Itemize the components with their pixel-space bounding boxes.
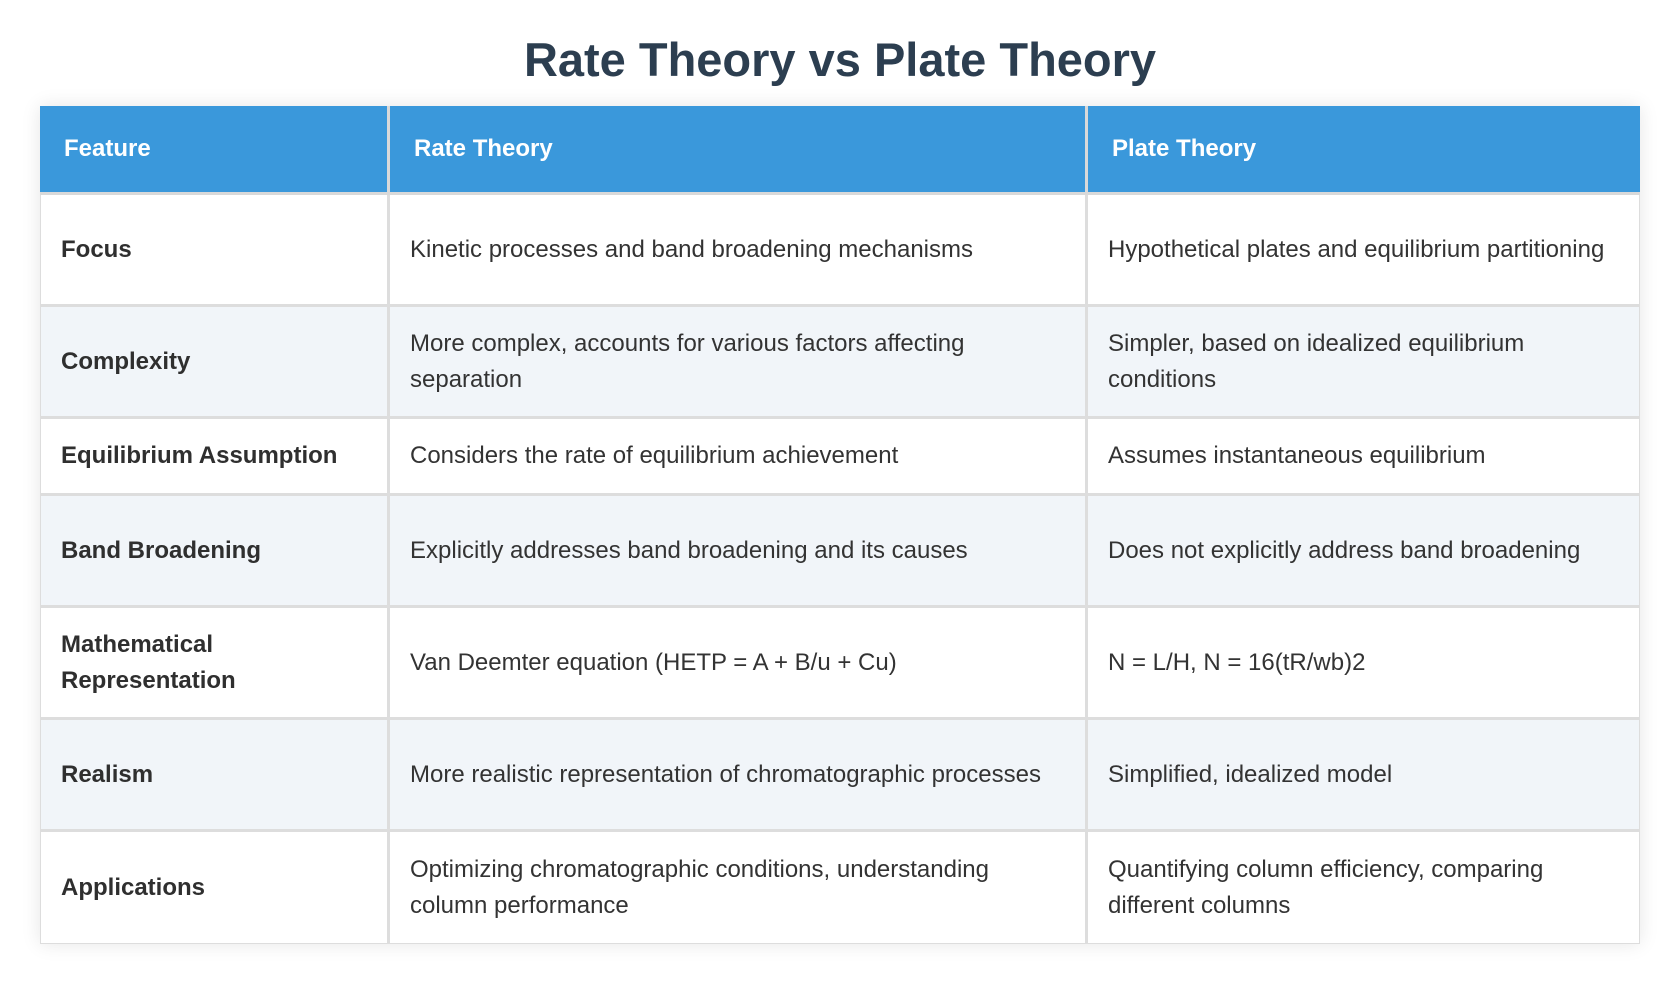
- column-header-feature: Feature: [40, 106, 390, 195]
- table-row: Applications Optimizing chromatographic …: [40, 832, 1640, 944]
- feature-cell: Complexity: [40, 307, 390, 419]
- column-header-rate-theory: Rate Theory: [390, 106, 1088, 195]
- rate-theory-cell: Optimizing chromatographic conditions, u…: [390, 832, 1088, 944]
- comparison-table-container: Feature Rate Theory Plate Theory Focus K…: [40, 106, 1640, 944]
- plate-theory-cell: Hypothetical plates and equilibrium part…: [1088, 195, 1640, 307]
- rate-theory-cell: Van Deemter equation (HETP = A + B/u + C…: [390, 608, 1088, 720]
- table-row: Mathematical Representation Van Deemter …: [40, 608, 1640, 720]
- column-header-plate-theory: Plate Theory: [1088, 106, 1640, 195]
- table-row: Complexity More complex, accounts for va…: [40, 307, 1640, 419]
- rate-theory-cell: More complex, accounts for various facto…: [390, 307, 1088, 419]
- table-row: Realism More realistic representation of…: [40, 720, 1640, 832]
- table-header: Feature Rate Theory Plate Theory: [40, 106, 1640, 195]
- feature-cell: Equilibrium Assumption: [40, 419, 390, 496]
- rate-theory-cell: More realistic representation of chromat…: [390, 720, 1088, 832]
- feature-cell: Realism: [40, 720, 390, 832]
- comparison-table: Feature Rate Theory Plate Theory Focus K…: [40, 106, 1640, 944]
- page-title: Rate Theory vs Plate Theory: [523, 33, 1157, 86]
- plate-theory-cell: Simplified, idealized model: [1088, 720, 1640, 832]
- table-row: Band Broadening Explicitly addresses ban…: [40, 496, 1640, 608]
- header-row: Feature Rate Theory Plate Theory: [40, 106, 1640, 195]
- table-row: Equilibrium Assumption Considers the rat…: [40, 419, 1640, 496]
- table-body: Focus Kinetic processes and band broaden…: [40, 195, 1640, 944]
- plate-theory-cell: Quantifying column efficiency, comparing…: [1088, 832, 1640, 944]
- plate-theory-cell: Simpler, based on idealized equilibrium …: [1088, 307, 1640, 419]
- table-row: Focus Kinetic processes and band broaden…: [40, 195, 1640, 307]
- feature-cell: Band Broadening: [40, 496, 390, 608]
- plate-theory-cell: Does not explicitly address band broaden…: [1088, 496, 1640, 608]
- rate-theory-cell: Explicitly addresses band broadening and…: [390, 496, 1088, 608]
- plate-theory-cell: N = L/H, N = 16(tR/wb)2: [1088, 608, 1640, 720]
- rate-theory-cell: Kinetic processes and band broadening me…: [390, 195, 1088, 307]
- feature-cell: Focus: [40, 195, 390, 307]
- plate-theory-cell: Assumes instantaneous equilibrium: [1088, 419, 1640, 496]
- rate-theory-cell: Considers the rate of equilibrium achiev…: [390, 419, 1088, 496]
- feature-cell: Mathematical Representation: [40, 608, 390, 720]
- feature-cell: Applications: [40, 832, 390, 944]
